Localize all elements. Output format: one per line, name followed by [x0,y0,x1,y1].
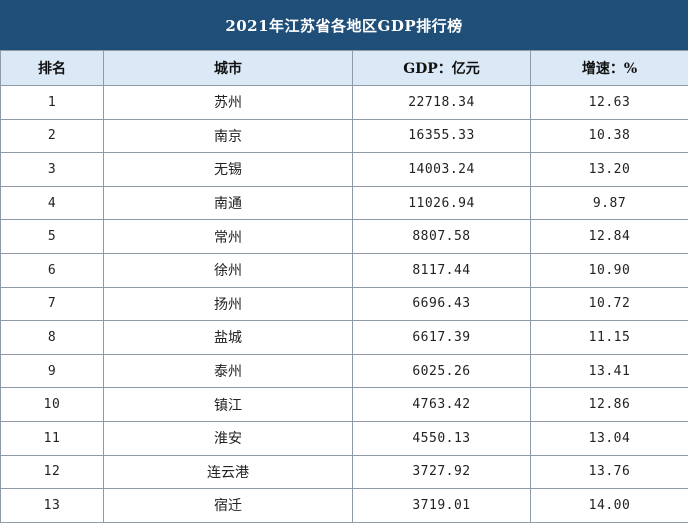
table-row: 1 苏州 22718.34 12.63 [0,85,688,120]
rank-cell: 3 [0,152,104,187]
city-cell: 泰州 [103,353,353,389]
city-cell: 扬州 [103,286,353,322]
gdp-cell: 3727.92 [352,454,531,490]
city-cell: 连云港 [103,454,353,490]
gdp-cell: 6617.39 [352,320,531,355]
table-row: 3 无锡 14003.24 13.20 [0,152,688,187]
table-row: 11 淮安 4550.13 13.04 [0,420,688,456]
growth-cell: 10.72 [530,286,688,322]
header-rank: 排名 [0,50,104,86]
rank-cell: 12 [0,454,104,490]
gdp-cell: 4550.13 [352,420,531,456]
growth-cell: 13.41 [530,353,688,389]
rank-cell: 2 [0,118,104,154]
gdp-cell: 14003.24 [352,152,531,187]
header-city: 城市 [103,50,353,86]
gdp-cell: 6025.26 [352,353,531,389]
growth-cell: 12.63 [530,85,688,120]
table-row: 7 扬州 6696.43 10.72 [0,286,688,322]
gdp-cell: 8807.58 [352,219,531,254]
gdp-cell: 4763.42 [352,387,531,422]
city-cell: 宿迁 [103,488,353,523]
rank-cell: 4 [0,185,104,221]
rank-cell: 13 [0,488,104,523]
city-cell: 徐州 [103,252,353,288]
gdp-cell: 16355.33 [352,118,531,154]
table-row: 8 盐城 6617.39 11.15 [0,320,688,355]
city-cell: 盐城 [103,320,353,355]
table-row: 9 泰州 6025.26 13.41 [0,353,688,389]
gdp-cell: 8117.44 [352,252,531,288]
growth-cell: 10.90 [530,252,688,288]
city-cell: 无锡 [103,152,353,187]
rank-cell: 5 [0,219,104,254]
city-cell: 淮安 [103,420,353,456]
rank-cell: 11 [0,420,104,456]
growth-cell: 9.87 [530,185,688,221]
rank-cell: 9 [0,353,104,389]
table-row: 5 常州 8807.58 12.84 [0,219,688,254]
table-row: 2 南京 16355.33 10.38 [0,118,688,154]
growth-cell: 10.38 [530,118,688,154]
header-gdp: GDP：亿元 [352,50,531,86]
table-row: 13 宿迁 3719.01 14.00 [0,488,688,523]
city-cell: 南通 [103,185,353,221]
rank-cell: 6 [0,252,104,288]
rank-cell: 10 [0,387,104,422]
growth-cell: 13.20 [530,152,688,187]
table-row: 4 南通 11026.94 9.87 [0,185,688,221]
growth-cell: 13.04 [530,420,688,456]
city-cell: 镇江 [103,387,353,422]
gdp-cell: 11026.94 [352,185,531,221]
gdp-cell: 22718.34 [352,85,531,120]
rank-cell: 1 [0,85,104,120]
city-cell: 常州 [103,219,353,254]
gdp-cell: 3719.01 [352,488,531,523]
header-growth: 增速：% [530,50,688,86]
table-title: 2021年江苏省各地区GDP排行榜 [0,0,688,50]
rank-cell: 7 [0,286,104,322]
growth-cell: 11.15 [530,320,688,355]
header-row: 排名 城市 GDP：亿元 增速：% [0,50,688,86]
table-row: 6 徐州 8117.44 10.90 [0,252,688,288]
rank-cell: 8 [0,320,104,355]
table-row: 12 连云港 3727.92 13.76 [0,454,688,490]
growth-cell: 14.00 [530,488,688,523]
table-row: 10 镇江 4763.42 12.86 [0,387,688,422]
city-cell: 南京 [103,118,353,154]
gdp-ranking-table: 排名 城市 GDP：亿元 增速：% 1 苏州 22718.34 12.63 2 … [0,50,688,523]
city-cell: 苏州 [103,85,353,120]
gdp-cell: 6696.43 [352,286,531,322]
growth-cell: 12.86 [530,387,688,422]
growth-cell: 12.84 [530,219,688,254]
growth-cell: 13.76 [530,454,688,490]
